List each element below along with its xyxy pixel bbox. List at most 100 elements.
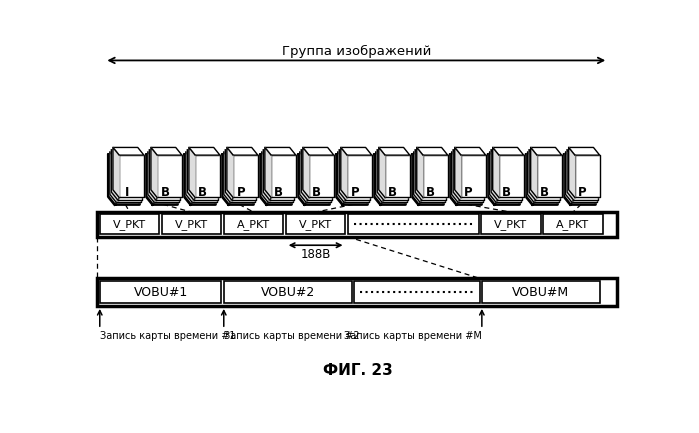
Polygon shape: [339, 150, 370, 158]
Polygon shape: [113, 148, 144, 155]
Polygon shape: [225, 150, 257, 158]
Polygon shape: [189, 148, 195, 197]
Text: A_PKT: A_PKT: [237, 219, 271, 230]
Bar: [348, 214, 479, 234]
Polygon shape: [265, 148, 296, 155]
Text: 188В: 188В: [301, 248, 331, 261]
Polygon shape: [343, 162, 367, 204]
Text: Группа изображений: Группа изображений: [282, 45, 431, 58]
Polygon shape: [344, 160, 368, 202]
Polygon shape: [494, 162, 519, 204]
Polygon shape: [567, 150, 598, 158]
Polygon shape: [300, 152, 306, 202]
Text: P: P: [464, 186, 473, 199]
Polygon shape: [111, 150, 117, 200]
Polygon shape: [569, 148, 575, 197]
Polygon shape: [526, 155, 557, 162]
Polygon shape: [306, 160, 331, 202]
Text: P: P: [236, 186, 245, 199]
Polygon shape: [298, 155, 329, 162]
Polygon shape: [572, 160, 596, 202]
Polygon shape: [412, 155, 443, 162]
Polygon shape: [534, 160, 559, 202]
Text: VOBU#1: VOBU#1: [134, 286, 188, 299]
Polygon shape: [535, 158, 560, 200]
Polygon shape: [380, 162, 405, 204]
Polygon shape: [231, 158, 257, 200]
Polygon shape: [151, 148, 157, 197]
Polygon shape: [456, 162, 481, 204]
Polygon shape: [455, 148, 461, 197]
Polygon shape: [186, 152, 217, 160]
Polygon shape: [108, 155, 115, 204]
Polygon shape: [271, 155, 296, 197]
Polygon shape: [227, 148, 233, 197]
Text: P: P: [578, 186, 587, 199]
Polygon shape: [528, 152, 559, 160]
Polygon shape: [261, 152, 268, 202]
Bar: [354, 281, 480, 303]
Polygon shape: [300, 152, 331, 160]
Polygon shape: [157, 155, 182, 197]
Polygon shape: [146, 155, 152, 204]
Polygon shape: [336, 155, 343, 204]
Polygon shape: [222, 155, 229, 204]
Polygon shape: [192, 160, 217, 202]
Polygon shape: [233, 155, 258, 197]
Polygon shape: [111, 150, 143, 158]
Polygon shape: [573, 158, 598, 200]
Polygon shape: [569, 148, 600, 155]
Polygon shape: [186, 152, 192, 202]
Bar: [100, 281, 222, 303]
Polygon shape: [414, 152, 420, 202]
Polygon shape: [150, 150, 156, 200]
Polygon shape: [304, 162, 329, 204]
Text: V_PKT: V_PKT: [299, 219, 332, 230]
Text: V_PKT: V_PKT: [175, 219, 208, 230]
Text: V_PKT: V_PKT: [494, 219, 528, 230]
Text: B: B: [540, 186, 549, 199]
Polygon shape: [194, 158, 218, 200]
Polygon shape: [227, 148, 258, 155]
Polygon shape: [265, 148, 271, 197]
Bar: [224, 281, 352, 303]
Polygon shape: [338, 152, 368, 160]
Polygon shape: [564, 155, 570, 204]
Polygon shape: [309, 155, 334, 197]
Text: ФИГ. 23: ФИГ. 23: [324, 363, 393, 378]
Polygon shape: [531, 148, 562, 155]
Polygon shape: [119, 155, 144, 197]
Text: I: I: [124, 186, 129, 199]
Polygon shape: [260, 155, 266, 204]
Polygon shape: [110, 152, 141, 160]
Polygon shape: [189, 148, 220, 155]
Polygon shape: [264, 150, 270, 200]
Polygon shape: [496, 160, 521, 202]
Polygon shape: [230, 160, 254, 202]
Text: B: B: [312, 186, 322, 199]
Polygon shape: [268, 160, 293, 202]
Polygon shape: [347, 155, 372, 197]
Text: A_PKT: A_PKT: [556, 219, 589, 230]
Text: B: B: [502, 186, 511, 199]
Polygon shape: [108, 155, 139, 162]
Polygon shape: [488, 155, 519, 162]
Polygon shape: [151, 148, 182, 155]
Polygon shape: [570, 162, 595, 204]
Text: B: B: [160, 186, 169, 199]
Polygon shape: [303, 148, 334, 155]
Polygon shape: [384, 158, 408, 200]
Polygon shape: [421, 158, 446, 200]
Polygon shape: [116, 160, 141, 202]
Polygon shape: [414, 152, 445, 160]
Polygon shape: [528, 152, 534, 202]
Polygon shape: [341, 148, 347, 197]
Polygon shape: [377, 150, 408, 158]
Polygon shape: [266, 162, 291, 204]
Polygon shape: [374, 155, 380, 204]
Polygon shape: [488, 155, 494, 204]
Polygon shape: [565, 152, 572, 202]
Polygon shape: [379, 148, 410, 155]
Polygon shape: [187, 150, 194, 200]
Polygon shape: [415, 150, 421, 200]
